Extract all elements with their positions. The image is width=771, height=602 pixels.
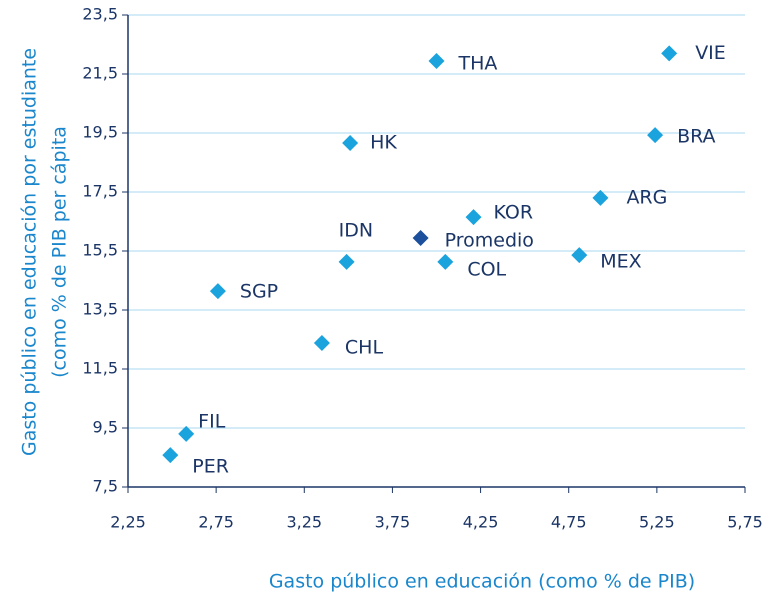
y-tick-label: 23,5 <box>82 5 118 24</box>
y-tick-label: 15,5 <box>82 241 118 260</box>
x-tick-label: 5,25 <box>639 513 675 532</box>
point-label: FIL <box>198 410 226 432</box>
y-tick-label: 19,5 <box>82 123 118 142</box>
point-label: PER <box>192 456 229 478</box>
x-tick-label: 2,75 <box>198 513 234 532</box>
point <box>647 127 664 144</box>
point <box>313 335 330 352</box>
point-label: Promedio <box>445 230 534 252</box>
x-tick-label: 3,75 <box>375 513 411 532</box>
point-label: COL <box>467 258 506 280</box>
point-label: VIE <box>695 42 726 64</box>
point-label: CHL <box>345 337 384 359</box>
point <box>465 209 482 226</box>
point-label: KOR <box>494 202 534 224</box>
point-label: HK <box>370 132 397 154</box>
point-label: BRA <box>677 126 715 148</box>
point <box>428 53 445 70</box>
y-tick-label: 9,5 <box>93 418 118 437</box>
point <box>162 447 179 464</box>
y-tick-label: 13,5 <box>82 300 118 319</box>
point <box>209 283 226 300</box>
point-label: IDN <box>339 219 373 241</box>
y-axis-title: (como % de PIB per cápita <box>49 126 71 378</box>
point-label: MEX <box>600 251 641 273</box>
point <box>661 45 678 62</box>
point <box>571 247 588 264</box>
x-tick-label: 5,75 <box>727 513 763 532</box>
point <box>342 135 359 152</box>
x-axis-title: Gasto público en educación (como % de PI… <box>269 571 695 593</box>
point-label: SGP <box>240 281 278 303</box>
x-tick-label: 3,25 <box>286 513 322 532</box>
point-label: THA <box>458 53 498 75</box>
point <box>178 425 195 442</box>
point <box>338 253 355 270</box>
point <box>437 253 454 270</box>
point <box>592 189 609 206</box>
point-label: ARG <box>626 186 667 208</box>
y-tick-label: 21,5 <box>82 64 118 83</box>
point <box>412 230 429 247</box>
x-tick-label: 4,25 <box>463 513 499 532</box>
x-tick-label: 2,25 <box>110 513 146 532</box>
y-tick-label: 7,5 <box>93 477 118 496</box>
y-axis-title: Gasto público en educación por estudiant… <box>19 48 41 456</box>
y-tick-label: 17,5 <box>82 182 118 201</box>
y-tick-label: 11,5 <box>82 359 118 378</box>
x-tick-label: 4,75 <box>551 513 587 532</box>
